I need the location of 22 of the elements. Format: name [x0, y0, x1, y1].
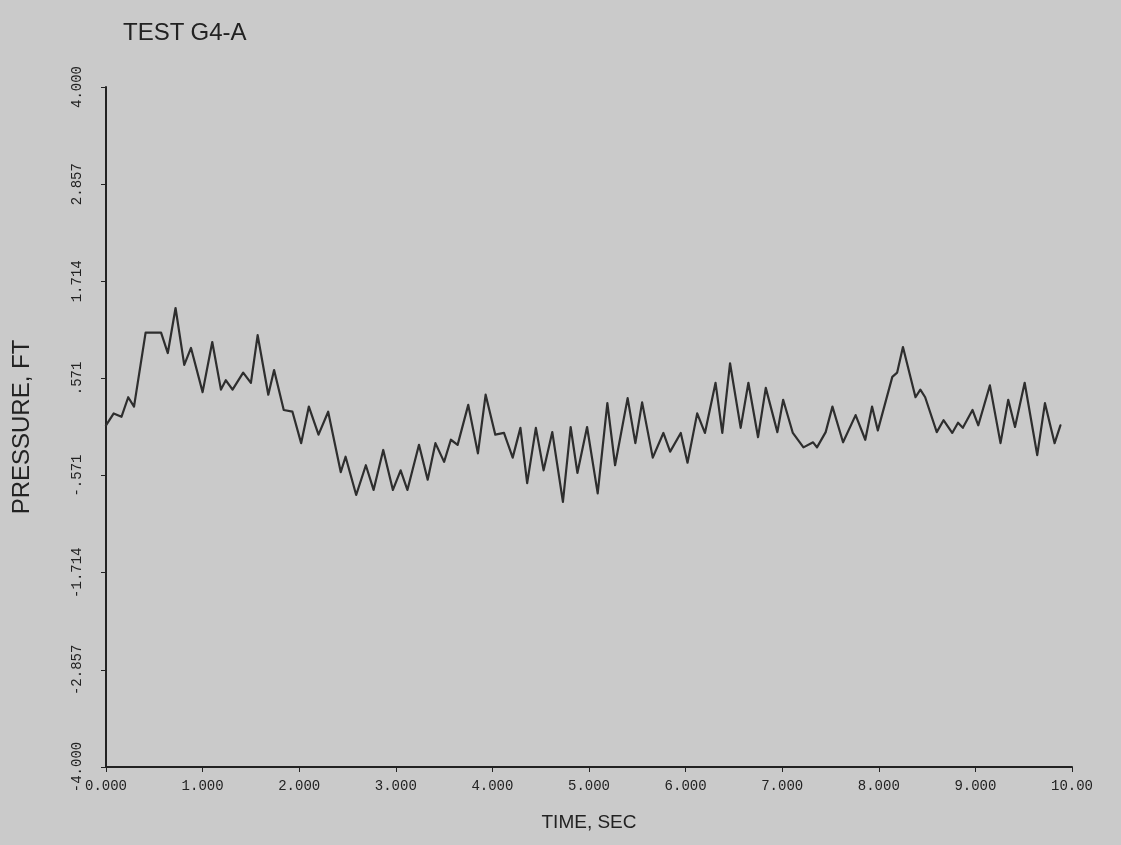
y-tick-label: -2.857 [69, 644, 85, 696]
y-tick-label: 4.000 [69, 65, 85, 109]
x-tick-label: 9.000 [954, 778, 997, 794]
x-tick-label: 5.000 [567, 778, 611, 794]
x-tick-label: 4.000 [471, 778, 514, 794]
x-tick-label: 0.000 [84, 778, 128, 794]
y-tick-label: -.571 [69, 454, 85, 497]
x-tick-label: 1.000 [181, 778, 224, 794]
x-tick-label: 10.00 [1050, 778, 1094, 794]
y-tick-label: 2.857 [69, 163, 85, 206]
x-tick-label: 2.000 [278, 778, 321, 794]
y-tick-label: -1.714 [69, 547, 85, 598]
y-tick-label: .571 [69, 361, 85, 396]
y-axis-title: PRESSURE, FT [6, 339, 34, 515]
y-tick-label: -4.000 [69, 741, 85, 793]
x-tick-label: 8.000 [857, 778, 900, 794]
x-axis-title: TIME, SEC [541, 811, 637, 832]
y-tick-label: 1.714 [69, 260, 85, 303]
x-tick-label: 3.000 [374, 778, 417, 794]
x-tick-label: 7.000 [761, 778, 804, 794]
x-tick-label: 6.000 [664, 778, 707, 794]
chart-title: TEST G4-A [123, 17, 247, 45]
